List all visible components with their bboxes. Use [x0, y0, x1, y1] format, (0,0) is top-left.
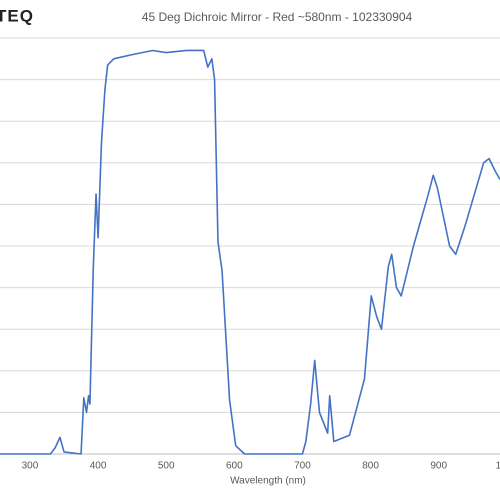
x-tick-label: 400: [90, 461, 107, 472]
x-tick-label: 300: [22, 461, 39, 472]
data-line: [0, 49, 500, 455]
x-tick-label: 900: [430, 461, 447, 472]
x-axis-label: Wavelength (nm): [230, 476, 306, 487]
x-tick-label: 600: [226, 461, 243, 472]
x-tick-label: 1000: [496, 461, 500, 472]
logo: TEQ: [0, 6, 34, 25]
x-tick-label: 800: [362, 461, 379, 472]
chart-title: 45 Deg Dichroic Mirror - Red ~580nm - 10…: [142, 10, 413, 24]
x-tick-label: 500: [158, 461, 175, 472]
x-tick-label: 700: [294, 461, 311, 472]
